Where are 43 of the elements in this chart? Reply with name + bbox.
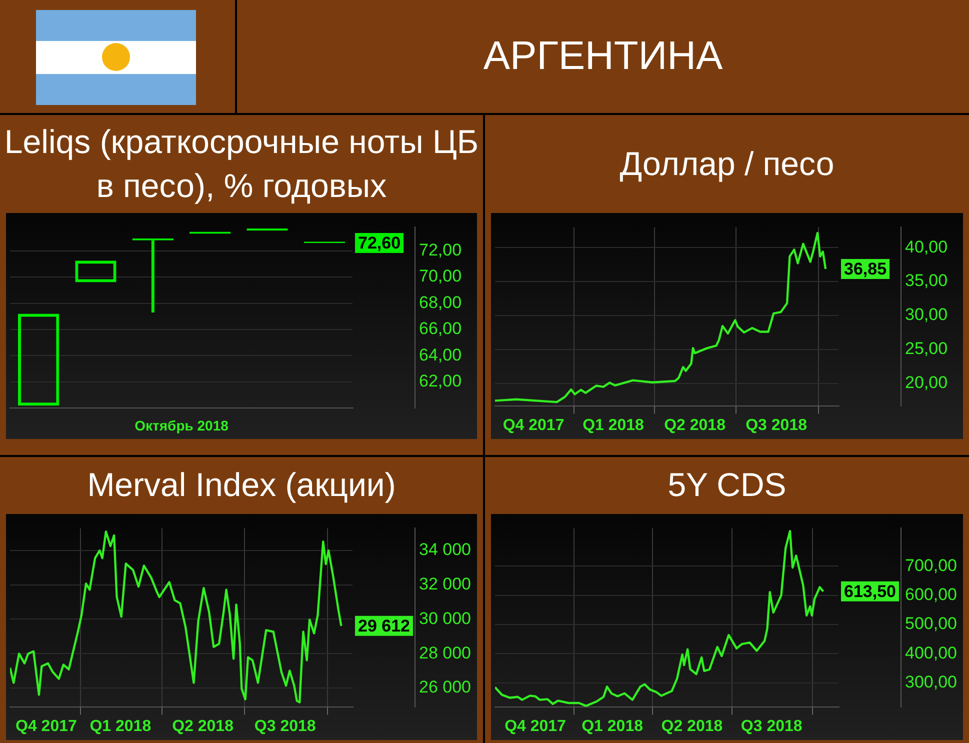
y-tick-label: 300,00 [905,672,957,692]
x-axis-title: Октябрь 2018 [134,417,229,434]
x-tick-label: Q1 2018 [582,416,644,434]
y-tick-label: 40,00 [905,237,948,256]
y-tick-label: 66,00 [419,319,462,338]
y-tick-label: 34 000 [419,540,471,560]
y-tick-label: 72,00 [419,240,462,260]
chart-title: Merval Index (акции) [86,464,397,505]
x-tick-label: Q1 2018 [582,718,644,735]
x-tick-label: Q3 2018 [740,718,802,735]
y-tick-label: 30,00 [905,305,948,324]
chart-title: 5Y CDS [666,464,788,504]
y-tick-label: 28 000 [419,643,471,662]
y-tick-label: 32 000 [419,574,471,594]
x-tick-label: Q4 2017 [16,718,77,735]
chart-title: Доллар / песо [618,144,836,184]
y-tick-label: 700,00 [905,556,957,575]
y-tick-label: 26 000 [419,678,471,697]
data-label: 613,50 [844,582,896,602]
data-label: 29 612 [358,616,410,636]
y-tick-label: 68,00 [419,292,462,312]
x-tick-label: Q3 2018 [746,416,808,434]
y-tick-label: 20,00 [905,373,948,392]
text: АРГЕНТИНА [482,33,724,80]
x-tick-label: Q1 2018 [90,718,152,735]
y-tick-label: 400,00 [905,643,957,662]
x-tick-label: Q4 2017 [504,718,566,735]
chart-title: Leliqs (краткосрочные ноты ЦБ в песо), % годовых [3,122,480,206]
x-tick-label: Q2 2018 [172,718,234,735]
y-tick-label: 64,00 [419,345,462,364]
y-tick-label: 35,00 [905,271,948,290]
x-tick-label: Q2 2018 [664,416,726,434]
x-tick-label: Q2 2018 [661,718,723,735]
x-tick-label: Q4 2017 [502,416,564,434]
y-tick-label: 25,00 [905,339,948,358]
data-label: 36,85 [844,260,887,279]
y-tick-label: 70,00 [419,266,462,286]
x-tick-label: Q3 2018 [254,718,316,735]
y-tick-label: 500,00 [905,614,957,634]
text: 72,60 [358,234,401,253]
y-tick-label: 30 000 [419,608,471,628]
y-tick-label: 600,00 [905,585,957,604]
y-tick-label: 62,00 [419,372,462,391]
